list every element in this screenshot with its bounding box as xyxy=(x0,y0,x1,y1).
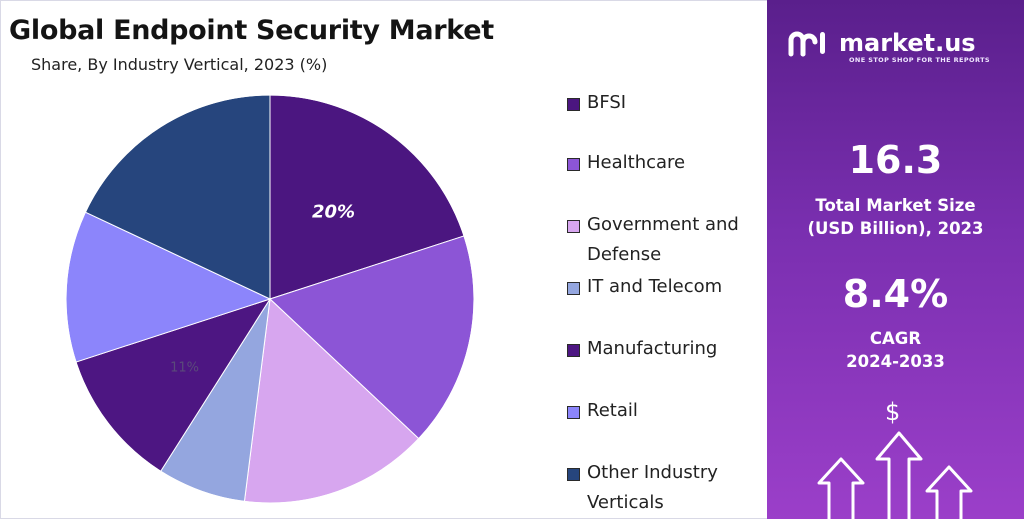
stats-panel: market.us ONE STOP SHOP FOR THE REPORTS … xyxy=(767,0,1024,519)
legend-label: Healthcare xyxy=(587,152,686,173)
cagr-value: 8.4% xyxy=(842,272,949,316)
legend-label: Retail xyxy=(587,400,638,421)
pie-data-label: 20% xyxy=(312,202,355,223)
legend-swatch xyxy=(567,468,580,481)
market-us-logo-icon xyxy=(788,31,825,57)
pie-outline xyxy=(65,94,475,504)
legend-label: Government and Defense xyxy=(587,214,739,265)
legend-label: BFSI xyxy=(587,92,627,113)
brand-logo: market.us xyxy=(787,28,976,58)
legend-swatch xyxy=(567,220,580,233)
chart-panel: Global Endpoint Security Market Share, B… xyxy=(0,0,767,519)
chart-title: Global Endpoint Security Market xyxy=(9,15,494,46)
legend-swatch xyxy=(567,344,580,357)
cagr-label-line1: CAGR xyxy=(869,329,922,348)
legend-label: IT and Telecom xyxy=(587,276,723,297)
legend-item: Retail xyxy=(567,400,767,426)
market-size-label-line2: (USD Billion), 2023 xyxy=(807,219,984,238)
brand-tagline: ONE STOP SHOP FOR THE REPORTS xyxy=(849,56,990,64)
brand-name: market.us xyxy=(839,29,976,57)
legend-item: Manufacturing xyxy=(567,338,767,364)
legend-label: Manufacturing xyxy=(587,338,718,359)
legend-item: Healthcare xyxy=(567,152,767,178)
chart-legend: BFSI Healthcare Government and Defense IT a… xyxy=(567,1,767,520)
legend-item: BFSI xyxy=(567,92,767,118)
legend-item: IT and Telecom xyxy=(567,276,767,302)
legend-swatch xyxy=(567,406,580,419)
growth-arrows-icon xyxy=(817,431,973,519)
dollar-sign-icon: $ xyxy=(885,398,901,426)
legend-swatch xyxy=(567,282,580,295)
market-size-label-line1: Total Market Size xyxy=(815,196,976,215)
chart-subtitle: Share, By Industry Vertical, 2023 (%) xyxy=(31,55,328,74)
pie-chart: 20% 11% xyxy=(65,94,475,504)
legend-item: Government and Defense xyxy=(567,214,767,270)
cagr-label-line2: 2024-2033 xyxy=(846,352,945,371)
legend-swatch xyxy=(567,158,580,171)
legend-label: Other Industry Verticals xyxy=(587,462,718,513)
pie-data-label: 11% xyxy=(170,360,199,375)
legend-item: Other Industry Verticals xyxy=(567,462,767,518)
market-size-value: 16.3 xyxy=(848,138,943,182)
legend-swatch xyxy=(567,98,580,111)
